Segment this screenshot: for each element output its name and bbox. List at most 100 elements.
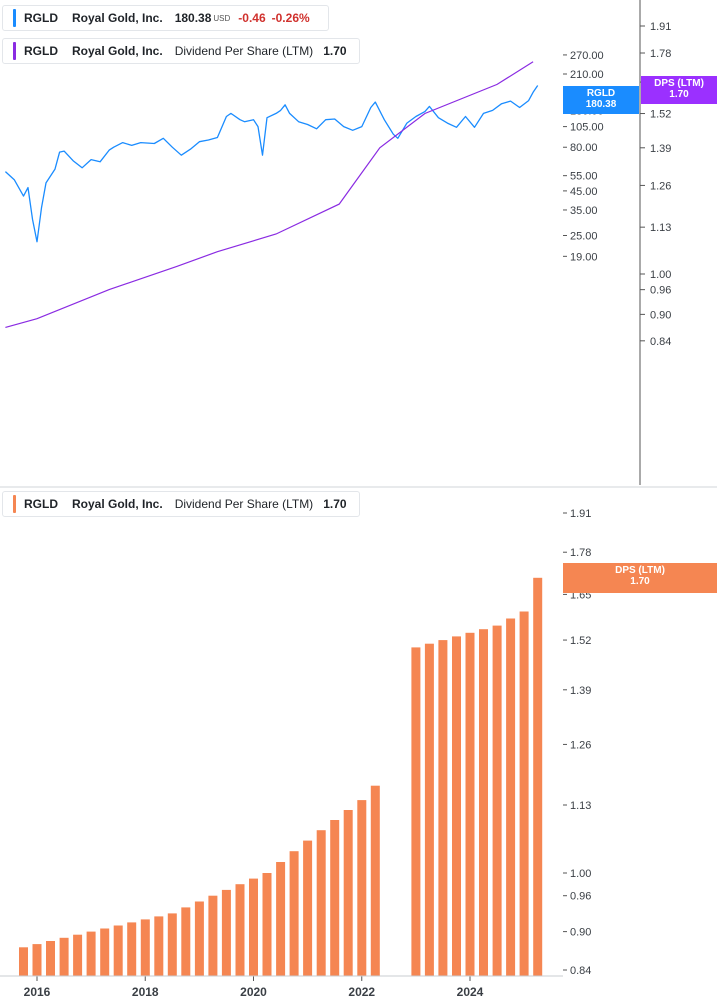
legend-change: -0.46 [238, 11, 266, 25]
dps-bar [235, 884, 245, 976]
dps-bar [249, 878, 258, 976]
price-tick-label: 80.00 [570, 142, 598, 154]
dps-tag-value: 1.70 [630, 576, 650, 587]
dps-bar [330, 820, 340, 976]
dps-bar [59, 937, 69, 976]
dps-bar [438, 640, 448, 976]
dps-bar [46, 941, 55, 976]
dps-bar [276, 862, 286, 976]
dps-tick-label: 0.96 [650, 285, 671, 297]
dps-bar [465, 632, 475, 976]
dps-tick-label: 1.26 [650, 180, 671, 192]
dps-tick-label: 1.78 [650, 48, 671, 60]
dps-bar [127, 922, 137, 976]
legend-dps-bottom[interactable]: RGLD Royal Gold, Inc. Dividend Per Share… [2, 491, 360, 517]
price-axis-labels: 270.00210.00150.00130.00105.0080.0055.00… [563, 50, 604, 263]
dps-tick-label: 1.52 [650, 109, 671, 121]
price-tag-ticker: RGLD [586, 88, 616, 99]
price-tick-label: 19.00 [570, 251, 598, 263]
legend-dps-swatch [13, 42, 16, 60]
dps-tick-label: 1.39 [650, 143, 671, 155]
price-tick-label: 35.00 [570, 205, 598, 217]
dps-tag-top: DPS (LTM) 1.70 [641, 76, 717, 104]
dps-tick-label: 1.00 [650, 269, 671, 281]
dps-tick-label: 0.84 [570, 965, 591, 977]
price-tick-label: 270.00 [570, 50, 604, 62]
dps-bar [32, 944, 42, 976]
legend-ticker: RGLD [24, 44, 58, 58]
legend-dps-top[interactable]: RGLD Royal Gold, Inc. Dividend Per Share… [2, 38, 360, 64]
legend-company-name: Royal Gold, Inc. [72, 11, 163, 25]
dps-tick-label: 1.91 [650, 21, 671, 33]
dps-axis-labels-top: 1.911.781.651.521.391.261.131.000.960.90… [640, 21, 671, 348]
dps-bar [357, 800, 367, 976]
price-tick-label: 105.00 [570, 122, 604, 134]
dps-tag-label: DPS (LTM) [654, 78, 704, 89]
legend-price-value: 180.38 [174, 11, 212, 25]
dps-bar [221, 889, 231, 976]
dps-tick-label: 0.96 [570, 891, 591, 903]
legend-ticker: RGLD [24, 11, 58, 25]
dps-bar [303, 840, 313, 976]
x-tick-label: 2020 [240, 985, 267, 999]
dps-tag-label: DPS (LTM) [615, 565, 665, 576]
dps-tick-label: 1.52 [570, 635, 591, 647]
dps-bar [181, 907, 191, 976]
dps-bar [167, 913, 177, 976]
dps-bar [506, 618, 516, 976]
dps-bar [533, 577, 543, 976]
price-tick-label: 25.00 [570, 231, 598, 243]
series-lines [4, 61, 539, 328]
dps-bar [86, 931, 96, 976]
price-line [4, 85, 539, 243]
dps-tick-label: 1.00 [570, 868, 591, 880]
x-tick-label: 2016 [24, 985, 51, 999]
dps-bar [208, 895, 218, 976]
x-tick-label: 2022 [348, 985, 375, 999]
dps-bar [262, 873, 272, 976]
legend-value: 1.70 [323, 44, 347, 58]
price-tag-value: 180.38 [585, 99, 617, 110]
legend-ticker: RGLD [24, 497, 58, 511]
dps-axis-labels-bottom: 1.911.781.651.521.391.261.131.000.960.90… [563, 508, 591, 977]
dps-tick-label: 1.78 [570, 547, 591, 559]
dps-tick-label: 1.13 [570, 800, 591, 812]
dps-bars [19, 577, 543, 976]
dps-tick-label: 0.84 [650, 336, 671, 348]
legend-dps-swatch [13, 495, 16, 513]
dps-tag-value: 1.70 [669, 89, 689, 100]
legend-currency: USD [213, 13, 231, 23]
dps-tag-bottom: DPS (LTM) 1.70 [563, 563, 717, 593]
dps-bar [19, 947, 28, 976]
price-tick-label: 55.00 [570, 171, 598, 183]
dps-bar [289, 851, 299, 976]
legend-metric: Dividend Per Share (LTM) [174, 497, 314, 511]
legend-company-name: Royal Gold, Inc. [72, 497, 163, 511]
dps-bar [194, 901, 204, 976]
dps-bar [316, 830, 326, 976]
dps-line [5, 61, 534, 328]
x-tick-label: 2018 [132, 985, 159, 999]
legend-price[interactable]: RGLD Royal Gold, Inc. 180.38 USD -0.46 -… [2, 5, 329, 31]
dps-bar [113, 925, 123, 976]
legend-value: 1.70 [323, 497, 347, 511]
dps-tick-label: 1.26 [570, 739, 591, 751]
dps-bar [343, 810, 353, 976]
legend-metric: Dividend Per Share (LTM) [174, 44, 314, 58]
dps-bar [140, 919, 150, 976]
dps-bar [411, 647, 421, 976]
x-tick-label: 2024 [457, 985, 484, 999]
dps-bar [73, 934, 83, 976]
legend-change-pct: -0.26% [271, 11, 310, 25]
dps-bar [424, 643, 434, 976]
dps-tick-label: 1.13 [650, 222, 671, 234]
dps-bar [370, 785, 380, 976]
dps-tick-label: 0.90 [650, 309, 671, 321]
x-axis-labels: 2016 2018 2020 2022 2024 [24, 976, 484, 999]
dps-bar [452, 636, 461, 976]
dps-bar [479, 629, 488, 976]
price-tick-label: 45.00 [570, 186, 598, 198]
dps-tick-label: 1.91 [570, 508, 591, 520]
dps-tick-label: 1.39 [570, 685, 591, 697]
